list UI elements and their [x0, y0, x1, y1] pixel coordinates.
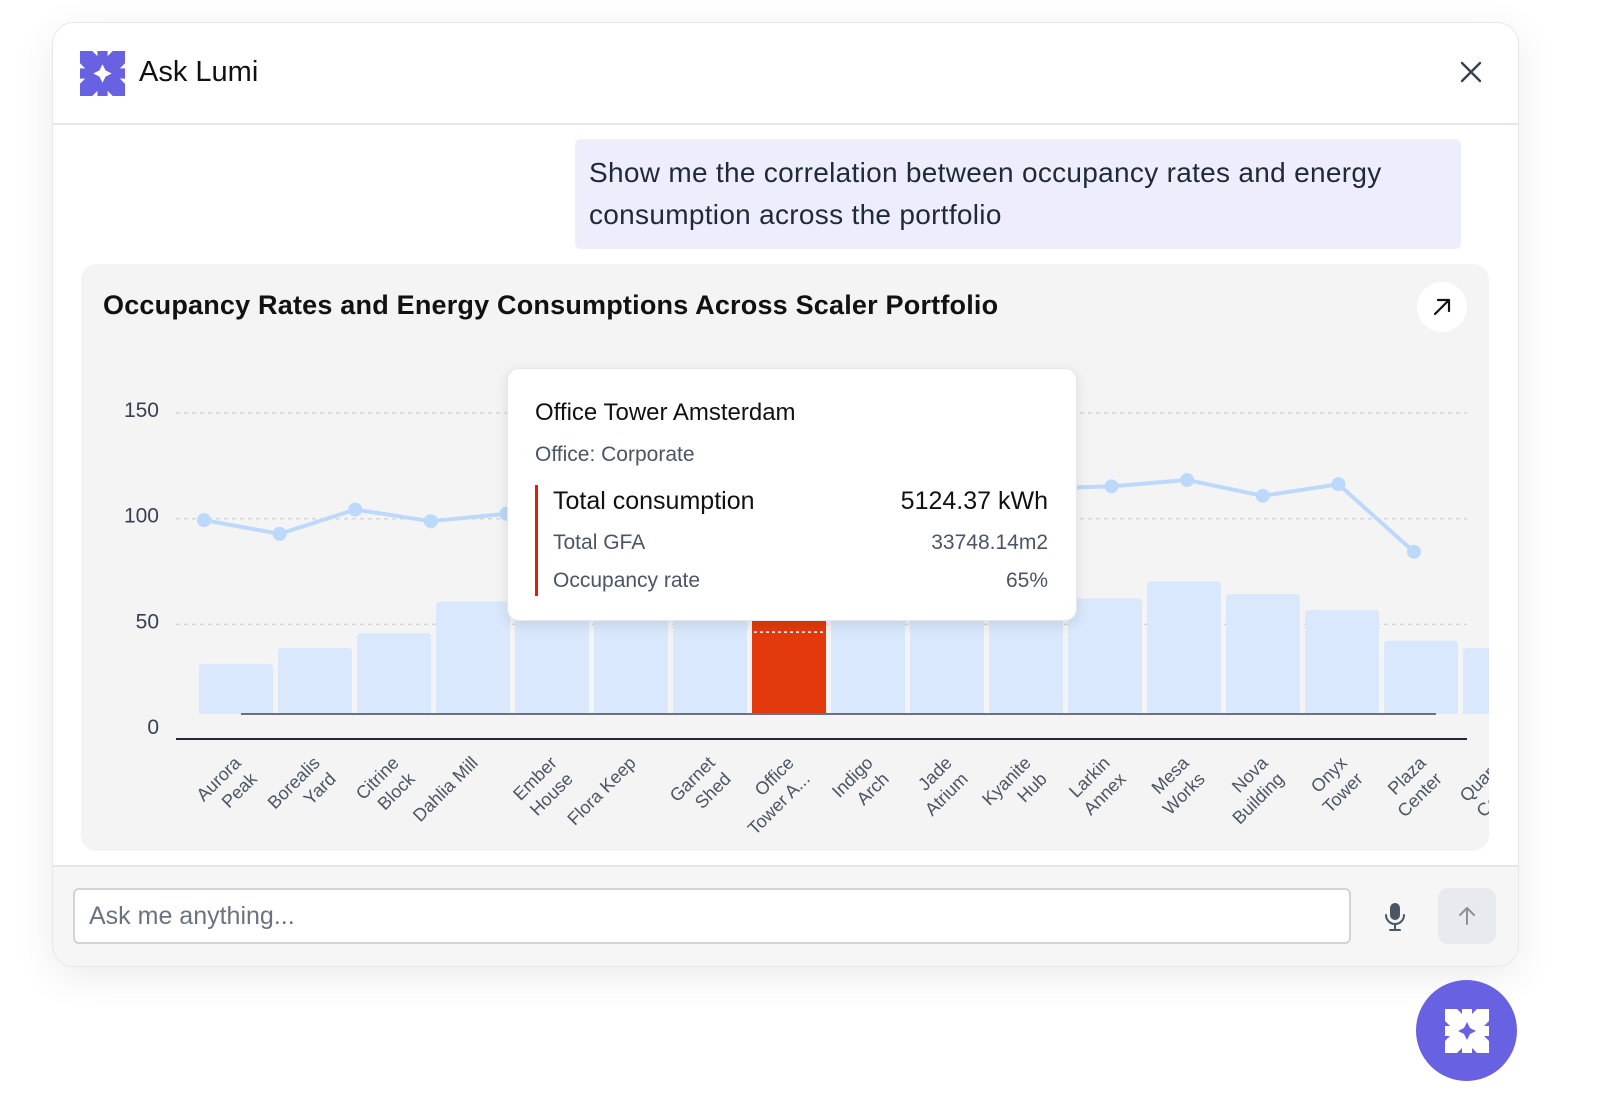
line-point [348, 502, 363, 517]
lumi-logo-icon [1444, 1008, 1489, 1053]
y-tick-label: 100 [124, 505, 159, 528]
window-title: Ask Lumi [139, 56, 259, 88]
bar-highlighted [752, 604, 826, 714]
tooltip-label: Total consumption [553, 487, 755, 515]
bar [515, 602, 589, 714]
bar [673, 606, 747, 714]
bar [1463, 647, 1489, 714]
microphone-icon[interactable] [1383, 901, 1407, 933]
bar [1147, 581, 1221, 714]
y-tick-label: 0 [147, 716, 159, 739]
tooltip-building-type: Office: Corporate [535, 443, 695, 466]
bar [357, 633, 431, 714]
expand-chart-button[interactable] [1417, 282, 1467, 332]
tooltip-label: Occupancy rate [553, 569, 701, 592]
arrow-up-right-icon [1433, 298, 1451, 316]
x-tick-label: Flora Keep [563, 753, 639, 829]
line-point [1104, 479, 1119, 494]
bar [831, 606, 905, 714]
bar [910, 602, 984, 714]
line-point [423, 514, 438, 529]
bar [436, 601, 510, 714]
bar [594, 604, 668, 714]
line-point [1180, 472, 1195, 487]
arrow-up-icon [1459, 907, 1475, 925]
bar [199, 663, 273, 714]
bar [278, 647, 352, 714]
line-point [272, 526, 287, 541]
bar [1384, 640, 1458, 714]
header: Ask Lumi [53, 23, 1518, 125]
tooltip-value: 33748.14m2 [931, 531, 1048, 554]
ask-lumi-window: Ask Lumi Show me the correlation between… [52, 22, 1519, 967]
chart-title: Occupancy Rates and Energy Consumptions … [103, 290, 999, 320]
tooltip-value: 5124.37 kWh [900, 487, 1048, 515]
line-point [1255, 488, 1270, 503]
tooltip-building-name: Office Tower Amsterdam [535, 399, 796, 426]
bar [1226, 594, 1300, 714]
lumi-logo-icon [80, 51, 125, 96]
tooltip-row-consumption: Total consumption 5124.37 kWh [553, 487, 1048, 516]
send-button[interactable] [1438, 888, 1496, 944]
ask-input[interactable] [73, 888, 1351, 944]
composer [53, 865, 1518, 966]
user-message: Show me the correlation between occupanc… [575, 139, 1461, 249]
bar [1068, 598, 1142, 714]
x-tick-label: Dahlia Mill [409, 753, 482, 826]
line-point [197, 513, 211, 528]
lumi-fab-button[interactable] [1416, 980, 1517, 1081]
tooltip-label: Total GFA [553, 531, 646, 554]
chart-tooltip: Office Tower Amsterdam Office: Corporate… [507, 368, 1077, 621]
line-point [1331, 477, 1346, 492]
tooltip-value: 65% [1005, 569, 1048, 592]
tooltip-row-gfa: Total GFA 33748.14m2 [553, 531, 1048, 555]
tooltip-row-occupancy: Occupancy rate 65% [553, 569, 1048, 593]
line-point [1407, 544, 1421, 559]
bar [1305, 609, 1379, 714]
bar [989, 600, 1063, 714]
y-tick-label: 150 [124, 399, 159, 422]
y-tick-label: 50 [136, 610, 159, 633]
close-icon[interactable] [1456, 57, 1486, 87]
tooltip-series-marker [535, 485, 538, 596]
chart-panel: 0 50 100 150 Aurora Peak Borealis Yard Citrine Bl… [81, 264, 1489, 851]
